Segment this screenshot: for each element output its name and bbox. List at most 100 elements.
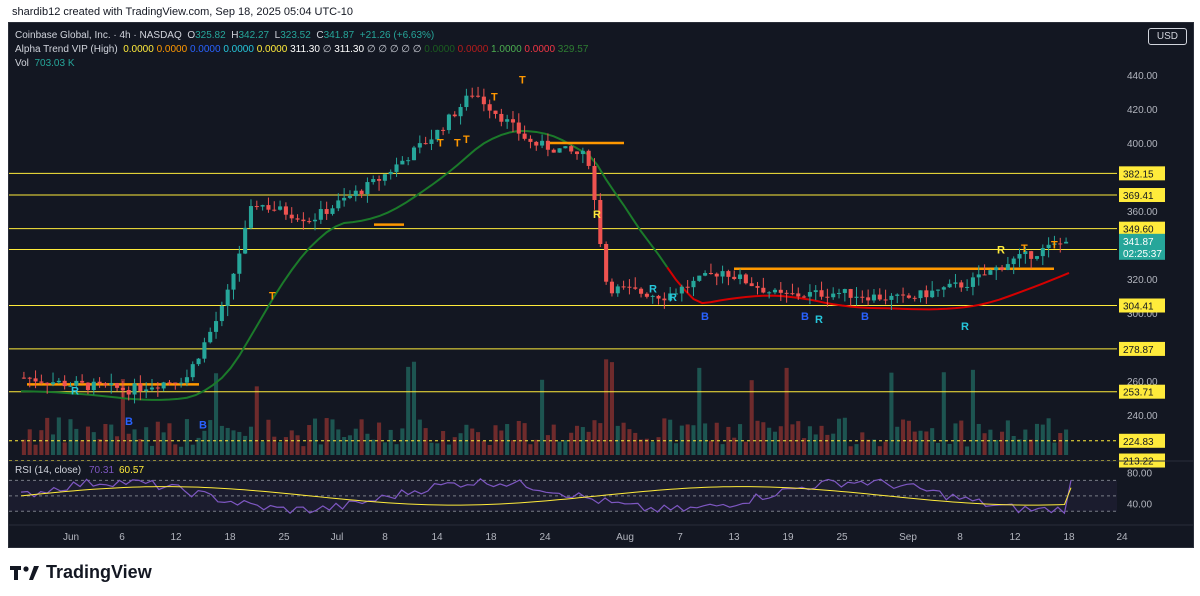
candle-body bbox=[50, 382, 56, 385]
indicator-value: 0.0000 bbox=[454, 44, 489, 55]
level-label-box bbox=[1119, 433, 1165, 448]
legend-open: 325.82 bbox=[195, 30, 226, 41]
candle-body bbox=[80, 380, 85, 383]
volume-bar bbox=[173, 444, 178, 455]
time-tick-label: 13 bbox=[728, 532, 740, 543]
volume-bar bbox=[120, 378, 125, 455]
candle-body bbox=[970, 277, 975, 287]
volume-bar bbox=[557, 441, 562, 455]
currency-button[interactable]: USD bbox=[1147, 28, 1187, 45]
volume-bar bbox=[458, 433, 463, 455]
volume-bar bbox=[336, 429, 341, 455]
volume-bar bbox=[283, 437, 288, 455]
volume-bar bbox=[749, 380, 754, 455]
volume-bar bbox=[266, 419, 271, 455]
volume-bar bbox=[342, 436, 347, 455]
last-price-label: 341.87 bbox=[1123, 237, 1154, 248]
volume-bar bbox=[149, 445, 155, 455]
candle-body bbox=[377, 179, 382, 181]
chart-legend: Coinbase Global, Inc. · 4h · NASDAQ O325… bbox=[15, 29, 588, 71]
candle-body bbox=[173, 382, 178, 384]
volume-bar bbox=[831, 433, 836, 455]
volume-bar bbox=[959, 420, 964, 455]
candle-body bbox=[877, 294, 882, 300]
volume-bar bbox=[947, 443, 952, 455]
candle-body bbox=[336, 200, 341, 209]
volume-bar bbox=[970, 369, 975, 455]
time-tick-label: 24 bbox=[1116, 532, 1128, 543]
volume-bar bbox=[243, 435, 248, 455]
volume-bar bbox=[126, 433, 131, 455]
volume-bar bbox=[347, 435, 352, 455]
legend-high: 342.27 bbox=[238, 30, 270, 41]
legend-indicator-values: 0.0000 0.0000 0.0000 0.0000 0.0000 311.3… bbox=[120, 44, 588, 55]
volume-bar bbox=[877, 446, 882, 455]
candle-body bbox=[866, 297, 871, 301]
volume-bar bbox=[574, 425, 580, 455]
rsi-panel: RSI (14, close) 70.31 60.57 80.00 40.00 bbox=[9, 460, 1193, 515]
volume-bar bbox=[522, 423, 527, 455]
candle-body bbox=[1052, 243, 1057, 245]
time-axis: Jun 6 12 18 25 Jul 8 14 18 24 Aug 7 13 19 25 Sep 8 12 18 24 bbox=[9, 524, 1193, 543]
candle-body bbox=[621, 286, 626, 288]
candle-body bbox=[196, 358, 201, 365]
signal-marker: R bbox=[815, 314, 823, 326]
candle-body bbox=[190, 364, 195, 378]
volume-bar bbox=[39, 430, 44, 455]
time-tick-label: Sep bbox=[899, 532, 917, 543]
candle-body bbox=[353, 190, 358, 197]
volume-bar bbox=[260, 441, 265, 455]
legend-vol: 703.03 K bbox=[34, 58, 75, 69]
volume-bar bbox=[254, 386, 259, 455]
candle-body bbox=[743, 274, 748, 284]
time-tick-label: 8 bbox=[382, 532, 388, 543]
candle-body bbox=[708, 273, 713, 275]
legend-vol-label: Vol bbox=[15, 58, 29, 69]
volume-bar bbox=[330, 419, 335, 455]
candle-body bbox=[802, 296, 807, 298]
candle-body bbox=[487, 104, 492, 111]
candle-body bbox=[1005, 264, 1010, 270]
candle-body bbox=[149, 387, 155, 390]
volume-bar bbox=[1034, 423, 1040, 455]
candle-body bbox=[417, 143, 422, 148]
rsi-ma-value: 60.57 bbox=[119, 465, 144, 476]
signal-marker: T bbox=[437, 137, 444, 149]
volume-bar bbox=[289, 430, 294, 455]
volume-bar bbox=[784, 367, 789, 455]
candle-body bbox=[994, 267, 999, 271]
volume-bar bbox=[1005, 420, 1010, 455]
candle-body bbox=[435, 129, 440, 140]
candle-body bbox=[371, 179, 376, 183]
signal-marker: R bbox=[593, 209, 601, 221]
candle-body bbox=[726, 271, 731, 277]
volume-bar bbox=[359, 419, 364, 455]
volume-bar bbox=[411, 361, 417, 455]
volume-bar bbox=[767, 427, 772, 455]
candle-body bbox=[534, 141, 539, 146]
legend-high-label: H bbox=[231, 30, 239, 41]
time-tick-label: 25 bbox=[836, 532, 848, 543]
candle-body bbox=[644, 293, 649, 297]
legend-close-label: C bbox=[316, 30, 324, 41]
volume-bar bbox=[50, 434, 56, 455]
candle-body bbox=[598, 199, 603, 245]
candle-body bbox=[796, 293, 801, 297]
volume-bar bbox=[1046, 418, 1051, 455]
volume-bar bbox=[132, 429, 137, 455]
legend-indicator-row: Alpha Trend VIP (High) 0.0000 0.0000 0.0… bbox=[15, 43, 588, 57]
candle-body bbox=[283, 206, 288, 215]
volume-bar bbox=[924, 431, 929, 455]
chart-panel[interactable]: Coinbase Global, Inc. · 4h · NASDAQ O325… bbox=[8, 22, 1194, 548]
volume-bar bbox=[976, 423, 981, 455]
time-tick-label: 25 bbox=[278, 532, 290, 543]
volume-bar bbox=[796, 421, 801, 455]
volume-bar bbox=[935, 442, 941, 455]
level-label: 278.87 bbox=[1123, 345, 1154, 356]
candle-body bbox=[767, 292, 772, 294]
alpha-trend-down-line bbox=[666, 266, 1070, 311]
volume-bar bbox=[580, 427, 585, 455]
